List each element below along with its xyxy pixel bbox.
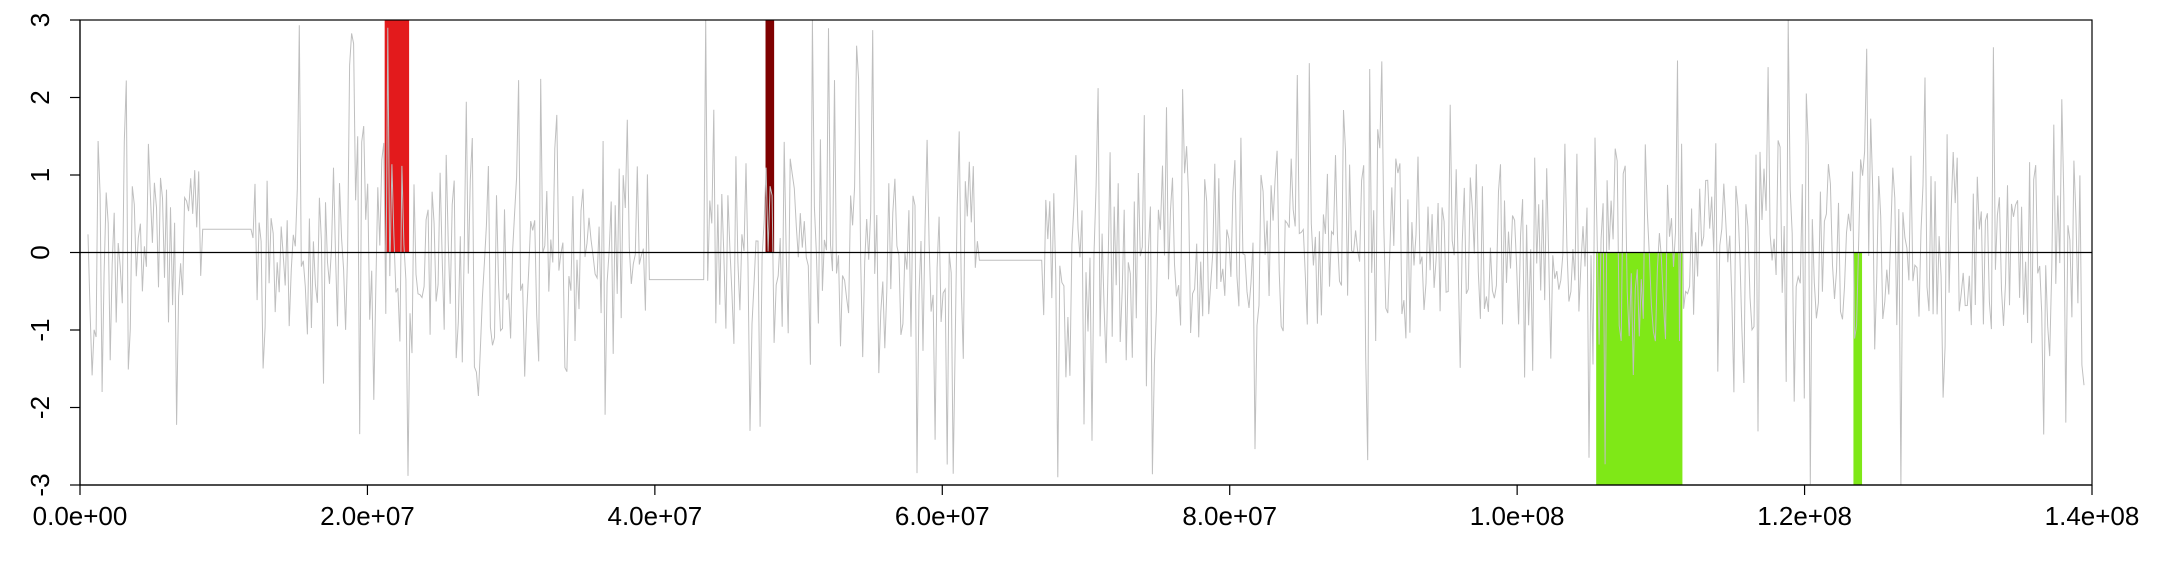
x-tick-label: 4.0e+07 xyxy=(607,501,702,531)
y-tick-label: 3 xyxy=(25,13,55,27)
x-tick-label: 0.0e+00 xyxy=(33,501,128,531)
x-tick-label: 8.0e+07 xyxy=(1182,501,1277,531)
x-tick-label: 1.0e+08 xyxy=(1470,501,1565,531)
chart-container: 0.0e+00 2.0e+07 4.0e+07 6.0e+07 8.0e+07 1.0e+… xyxy=(0,0,2174,578)
y-tick-label: -1 xyxy=(25,318,55,341)
y-tick-label: -2 xyxy=(25,396,55,419)
highlight-region xyxy=(1596,253,1682,486)
x-tick-label: 1.2e+08 xyxy=(1757,501,1852,531)
y-tick-label: 0 xyxy=(25,245,55,259)
y-tick-label: -3 xyxy=(25,473,55,496)
x-tick-label: 6.0e+07 xyxy=(895,501,990,531)
y-tick-label: 2 xyxy=(25,90,55,104)
x-tick-label: 2.0e+07 xyxy=(320,501,415,531)
x-tick-label: 1.4e+08 xyxy=(2045,501,2140,531)
chart-svg: 0.0e+00 2.0e+07 4.0e+07 6.0e+07 8.0e+07 1.0e+… xyxy=(0,0,2174,578)
y-tick-label: 1 xyxy=(25,168,55,182)
